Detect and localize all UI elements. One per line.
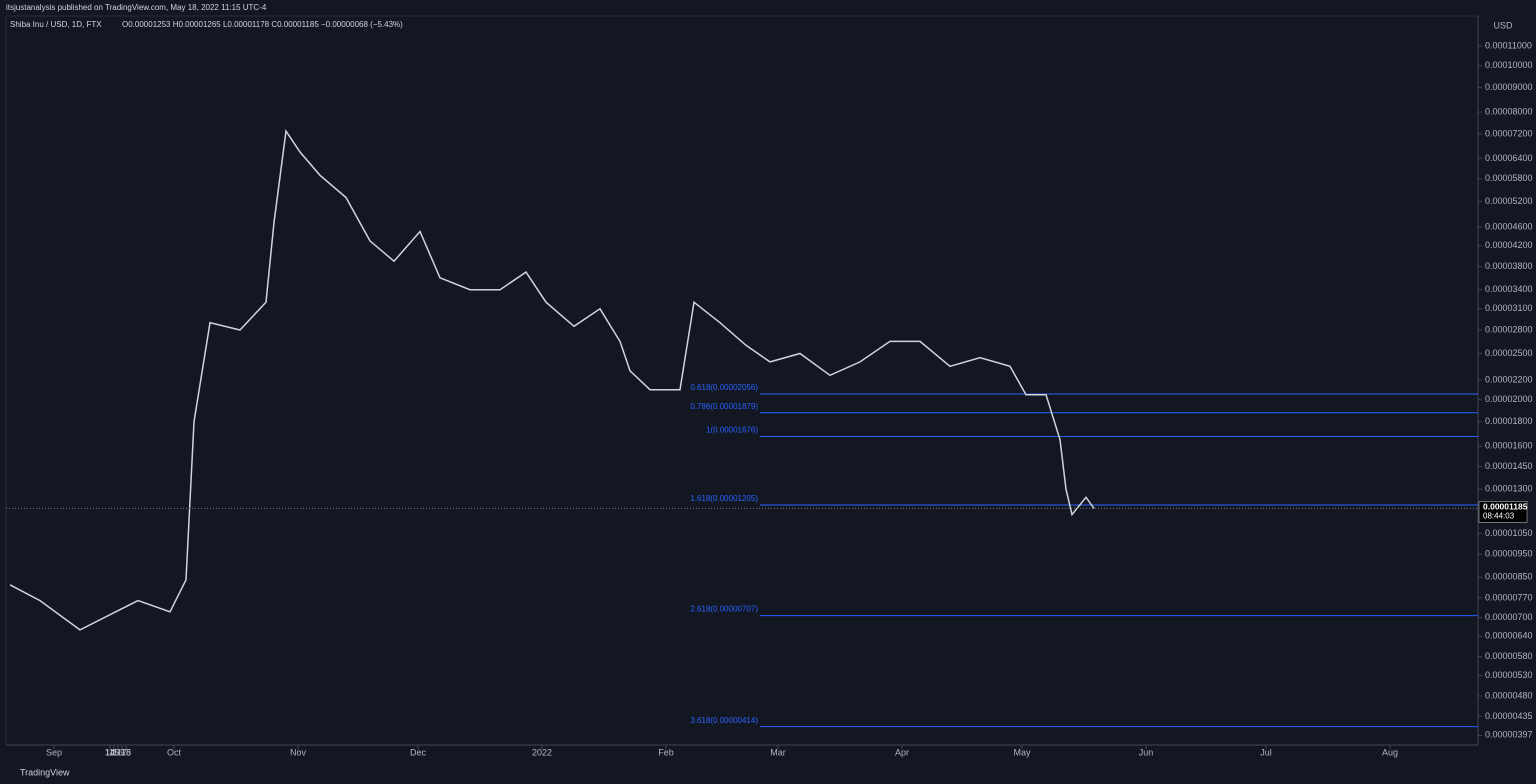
- x-tick-label: Feb: [658, 747, 674, 757]
- y-tick-label: 0.00005800: [1485, 173, 1533, 183]
- fib-label: 1.618(0.00001205): [690, 494, 758, 503]
- y-tick-label: 0.00001050: [1485, 528, 1533, 538]
- x-tick-label: 2022: [532, 747, 552, 757]
- y-tick-label: 0.00010000: [1485, 60, 1533, 70]
- fib-label: 1(0.00001676): [706, 426, 758, 435]
- y-tick-label: 0.00000530: [1485, 670, 1533, 680]
- x-tick-label: 18: [121, 747, 131, 757]
- x-tick-label: Aug: [1382, 747, 1398, 757]
- y-tick-label: 0.00000770: [1485, 592, 1533, 602]
- price-badge: [1478, 501, 1528, 523]
- countdown: 08:44:03: [1483, 512, 1515, 521]
- y-tick-label: 0.00000397: [1485, 730, 1533, 740]
- y-tick-label: 0.00000640: [1485, 631, 1533, 641]
- y-tick-label: 0.00004200: [1485, 240, 1533, 250]
- y-tick-label: 0.00001450: [1485, 461, 1533, 471]
- x-tick-label: 18: [121, 747, 131, 757]
- y-tick-label: 0.00011000: [1485, 40, 1532, 50]
- x-tick-label: 15: [109, 747, 119, 757]
- y-tick-label: 0.00002000: [1485, 394, 1533, 404]
- y-tick-label: 0.00000850: [1485, 572, 1533, 582]
- footer: [0, 764, 1536, 784]
- y-tick-label: 0.00008000: [1485, 106, 1533, 116]
- x-tick-label: 17: [117, 747, 127, 757]
- x-tick-label: 14: [105, 747, 115, 757]
- y-tick-label: 0.00006400: [1485, 153, 1533, 163]
- ohlc: O0.00001253 H0.00001265 L0.00001178 C0.0…: [122, 20, 403, 29]
- y-tick-label: 0.00000580: [1485, 651, 1533, 661]
- price-line: [9, 129, 1095, 631]
- price-badge-label: 0.00001185: [1483, 502, 1528, 512]
- x-tick-label: Nov: [290, 747, 307, 757]
- y-tick-label: 0.00009000: [1485, 82, 1533, 92]
- y-tick-label: 0.00003800: [1485, 261, 1533, 271]
- x-tick-label: 14: [105, 747, 115, 757]
- x-tick-label: 15: [109, 747, 119, 757]
- y-tick-label: 0.00001300: [1485, 484, 1533, 494]
- y-tick-label: 0.00002200: [1485, 374, 1533, 384]
- y-tick-label: 0.00004600: [1485, 221, 1533, 231]
- y-tick-label: 0.00000700: [1485, 612, 1533, 622]
- x-tick-label: 16: [113, 747, 123, 757]
- y-tick-label: 0.00003100: [1485, 303, 1533, 313]
- x-tick-label: Oct: [167, 747, 182, 757]
- symbol: Shiba Inu / USD, 1D, FTX: [10, 20, 102, 29]
- y-tick-label: 0.00000480: [1485, 690, 1533, 700]
- y-tick-label: 0.00001600: [1485, 440, 1533, 450]
- fib-label: 0.786(0.00001879): [690, 402, 758, 411]
- y-tick-label: 0.00007200: [1485, 128, 1533, 138]
- y-tick-label: 0.00003400: [1485, 284, 1533, 294]
- x-tick-label: 14: [105, 747, 115, 757]
- fib-label: 3.618(0.00000414): [690, 716, 758, 725]
- x-tick-label: May: [1013, 747, 1031, 757]
- x-tick-label: Dec: [410, 747, 427, 757]
- x-tick-label: 14: [105, 747, 115, 757]
- currency: USD: [1493, 20, 1513, 30]
- x-tick-label: Apr: [895, 747, 909, 757]
- x-tick-label: Sep: [46, 747, 62, 757]
- y-tick-label: 0.00002500: [1485, 348, 1533, 358]
- publisher: itsjustanalysis published on TradingView…: [6, 3, 267, 12]
- fib-label: 0.618(0.00002056): [690, 383, 758, 392]
- x-tick-label: 18: [121, 747, 131, 757]
- y-tick-label: 0.00000950: [1485, 549, 1533, 559]
- y-tick-label: 0.00005200: [1485, 196, 1533, 206]
- x-tick-label: 14: [105, 747, 115, 757]
- fib-label: 2.618(0.00000707): [690, 605, 758, 614]
- brand: TradingView: [20, 767, 70, 777]
- x-tick-label: Mar: [770, 747, 786, 757]
- y-tick-label: 0.00001800: [1485, 416, 1533, 426]
- y-tick-label: 0.00000435: [1485, 711, 1533, 721]
- x-tick-label: Jun: [1139, 747, 1154, 757]
- y-tick-label: 0.00002800: [1485, 324, 1533, 334]
- plot-area: [5, 15, 1479, 746]
- x-tick-label: Jul: [1260, 747, 1272, 757]
